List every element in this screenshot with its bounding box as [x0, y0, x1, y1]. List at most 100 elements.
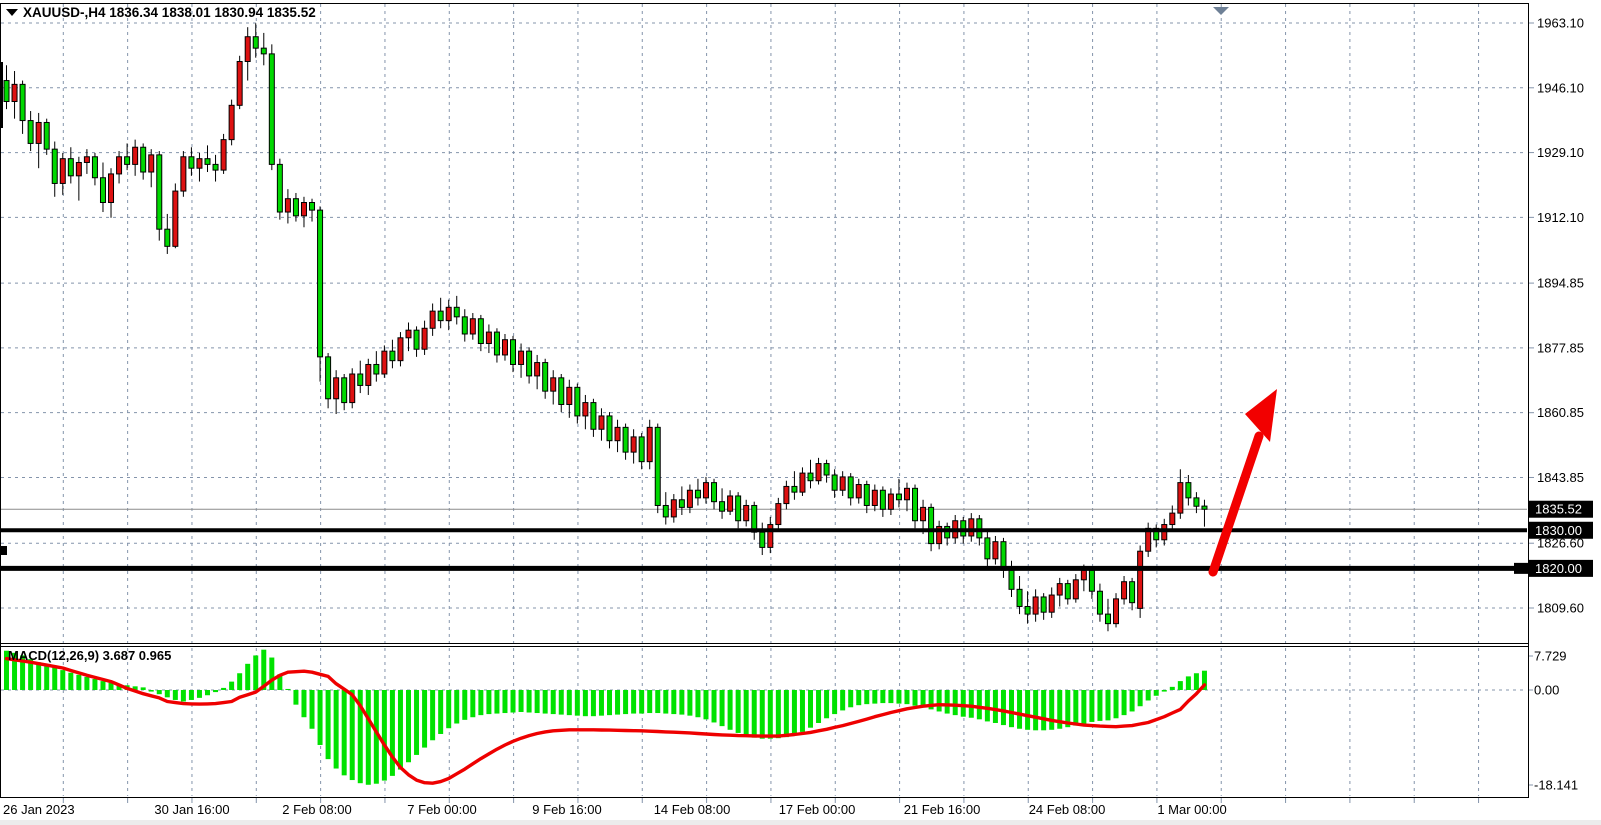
- candle-body: [1137, 550, 1144, 609]
- price-badge-1820.00: [1529, 559, 1593, 577]
- macd-histogram-bar: [623, 690, 629, 715]
- candle-body: [284, 198, 291, 213]
- candle-body: [91, 156, 98, 179]
- candle-body: [614, 426, 621, 442]
- time-axis-label[interactable]: 14 Feb 08:00: [654, 802, 731, 817]
- candle-body: [823, 463, 830, 476]
- macd-histogram-bar: [767, 690, 773, 739]
- time-axis-label[interactable]: 7 Feb 00:00: [407, 802, 476, 817]
- macd-histogram-bar: [462, 690, 468, 720]
- price-axis-label[interactable]: 1877.85: [1537, 340, 1584, 355]
- time-axis-label[interactable]: 30 Jan 16:00: [154, 802, 229, 817]
- candle-body: [309, 202, 316, 211]
- macd-histogram-bar: [446, 690, 452, 729]
- candle-body: [590, 402, 597, 430]
- price-axis-label[interactable]: 1860.85: [1537, 405, 1584, 420]
- candle-body: [204, 158, 211, 165]
- macd-histogram-bar: [904, 690, 910, 705]
- candle-body: [373, 363, 380, 375]
- macd-axis-label[interactable]: 7.729: [1534, 649, 1567, 664]
- trend-arrow[interactable]: [1208, 389, 1277, 577]
- candle-body: [140, 146, 147, 173]
- macd-histogram-bar: [880, 690, 886, 704]
- candle-body: [172, 190, 179, 247]
- macd-histogram-bar: [1025, 690, 1031, 730]
- candle-body: [116, 156, 123, 175]
- price-badge-label: 1820.00: [1535, 561, 1582, 576]
- macd-histogram-bar: [1009, 690, 1014, 728]
- candle-body: [558, 377, 565, 405]
- window-bottom-strip: [0, 820, 1601, 825]
- time-axis-label[interactable]: 26 Jan 2023: [3, 802, 75, 817]
- macd-histogram-bar: [44, 664, 50, 690]
- macd-histogram-bar: [1121, 690, 1127, 716]
- macd-histogram-bar: [1073, 690, 1079, 726]
- time-axis-label[interactable]: 1 Mar 00:00: [1157, 802, 1226, 817]
- macd-histogram-bar: [703, 690, 709, 720]
- macd-histogram-bar: [928, 690, 934, 710]
- candle-body: [791, 485, 798, 493]
- candle-body: [405, 329, 412, 339]
- price-axis-label[interactable]: 1912.10: [1537, 210, 1584, 225]
- macd-histogram-bar: [205, 690, 210, 696]
- dropdown-triangle-icon[interactable]: [6, 9, 18, 16]
- time-axis-label[interactable]: 2 Feb 08:00: [282, 802, 351, 817]
- macd-histogram-bar: [550, 690, 556, 715]
- candle-body: [268, 53, 275, 165]
- macd-histogram-bar: [148, 690, 154, 692]
- candle-body: [630, 436, 637, 453]
- macd-histogram-bar: [912, 690, 918, 706]
- price-axis-label[interactable]: 1894.85: [1537, 276, 1584, 291]
- candle-body: [686, 489, 693, 508]
- price-badge-1830.00: [1529, 521, 1593, 539]
- candle-body: [662, 504, 669, 518]
- candle-body: [550, 377, 557, 392]
- time-axis-label[interactable]: 17 Feb 00:00: [779, 802, 856, 817]
- candle-body: [236, 60, 243, 106]
- macd-histogram-bar: [422, 690, 428, 748]
- candle-body: [654, 426, 661, 506]
- candle-body: [485, 331, 492, 345]
- macd-axis-label[interactable]: 0.00: [1534, 683, 1559, 698]
- candle-body: [638, 436, 645, 463]
- candle-body: [1056, 583, 1063, 596]
- candle-body: [365, 363, 372, 386]
- macd-histogram-bar: [301, 690, 307, 718]
- price-axis-label[interactable]: 1826.60: [1537, 536, 1584, 551]
- macd-histogram-bar: [607, 690, 612, 716]
- macd-histogram-bar: [20, 655, 26, 690]
- candle-body: [349, 373, 356, 404]
- macd-histogram-bar: [140, 687, 146, 690]
- macd-histogram-bar: [775, 690, 781, 739]
- candle-body: [1121, 581, 1128, 600]
- macd-histogram-bar: [1081, 690, 1087, 724]
- price-axis-label[interactable]: 1843.85: [1537, 470, 1584, 485]
- macd-histogram-bar: [406, 690, 411, 763]
- price-axis-label[interactable]: 1929.10: [1537, 145, 1584, 160]
- macd-axis-label[interactable]: -18.141: [1534, 778, 1578, 793]
- time-axis-label[interactable]: 21 Feb 16:00: [904, 802, 981, 817]
- macd-histogram-bar: [936, 690, 942, 712]
- candle-body: [598, 415, 605, 430]
- macd-histogram-bar: [36, 662, 42, 690]
- candle-body: [357, 373, 364, 386]
- candle-body: [341, 377, 348, 404]
- macd-histogram-bar: [349, 690, 355, 781]
- macd-histogram-bar: [293, 690, 299, 705]
- macd-histogram-bar: [719, 690, 725, 727]
- macd-histogram-bar: [494, 690, 500, 714]
- price-axis-label[interactable]: 1809.60: [1537, 601, 1584, 616]
- price-axis-label[interactable]: 1946.10: [1537, 80, 1584, 95]
- macd-histogram-bar: [582, 690, 588, 717]
- macd-histogram-bar: [100, 681, 106, 690]
- macd-histogram-bar: [711, 690, 717, 723]
- time-axis-label[interactable]: 24 Feb 08:00: [1029, 802, 1106, 817]
- macd-histogram-bar: [389, 690, 395, 776]
- price-axis-label[interactable]: 1963.10: [1537, 16, 1584, 31]
- macd-histogram-bar: [799, 690, 805, 732]
- time-axis-label[interactable]: 9 Feb 16:00: [532, 802, 601, 817]
- candle-body: [1088, 569, 1095, 592]
- candle-body: [799, 472, 806, 493]
